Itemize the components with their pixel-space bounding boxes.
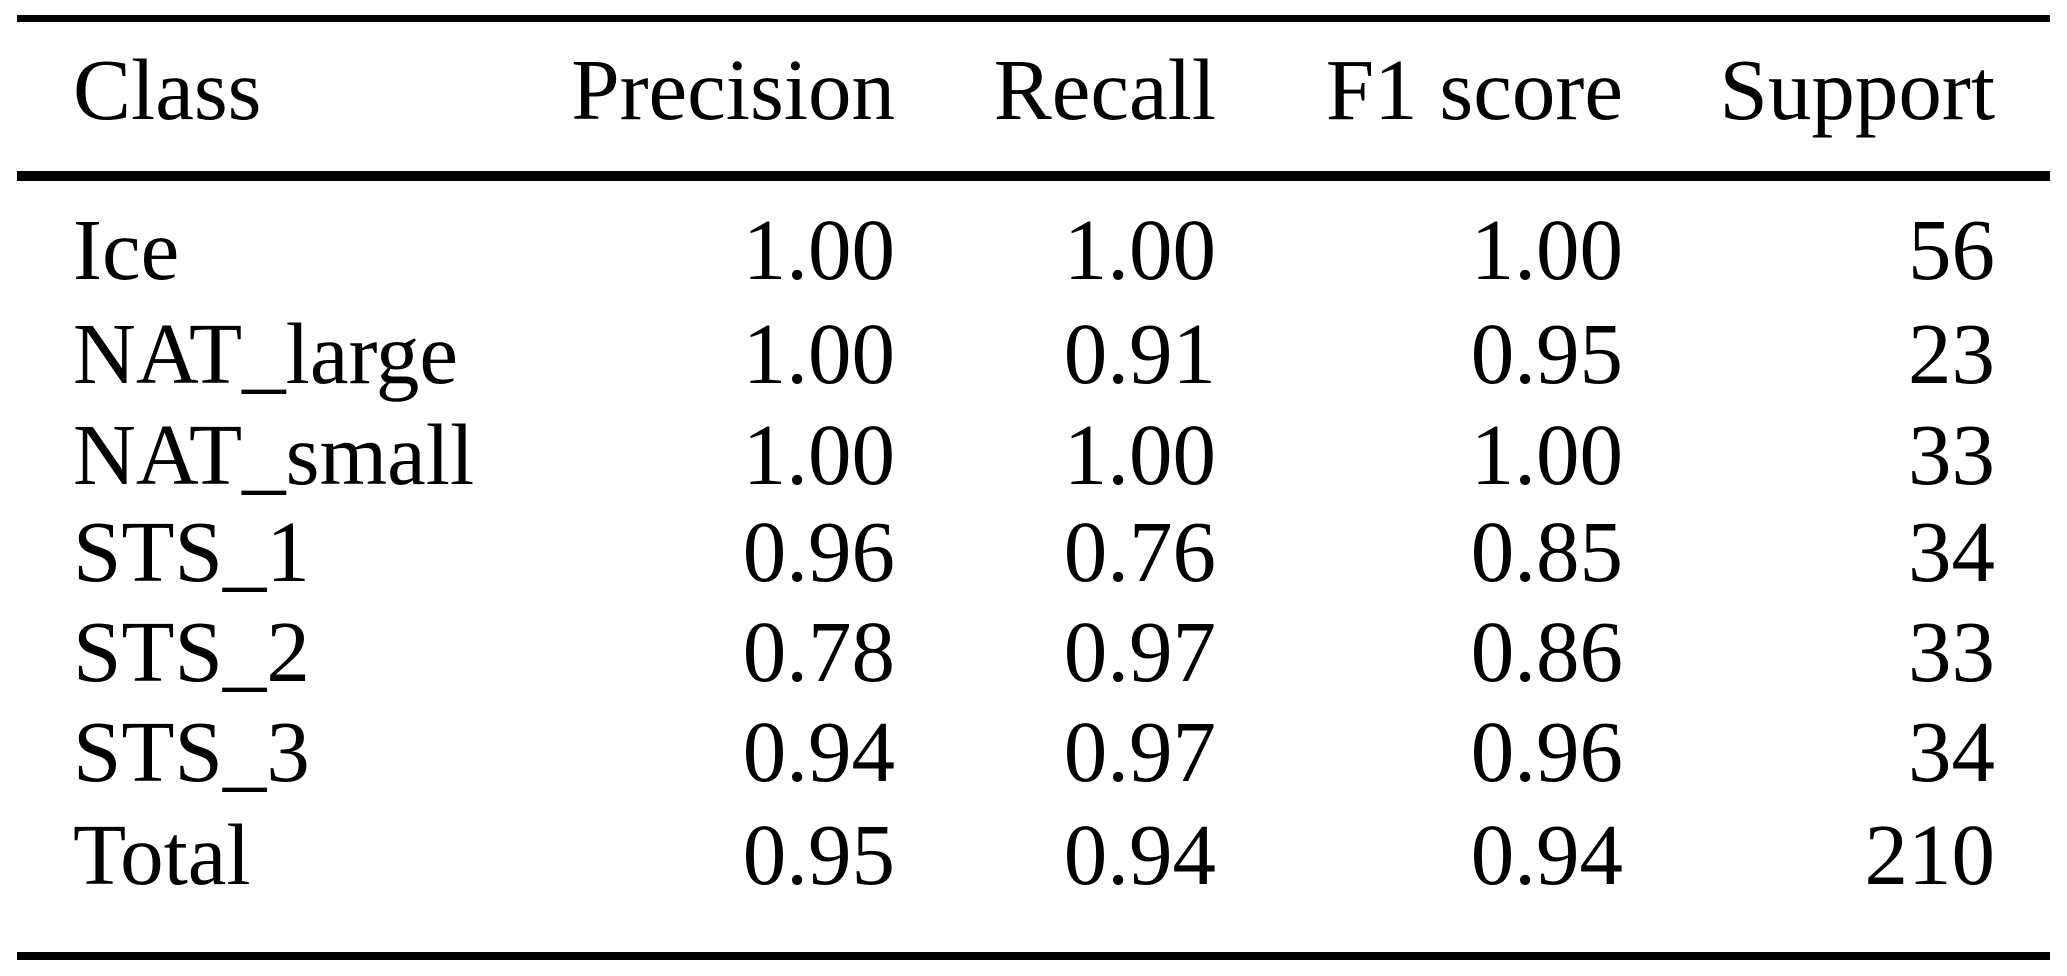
cell-class: Total <box>73 806 251 903</box>
cell-recall: 1.00 <box>1063 201 1216 298</box>
cell-precision: 1.00 <box>742 305 895 402</box>
table-top-rule <box>17 15 2050 22</box>
cell-f1-score: 0.95 <box>1470 305 1623 402</box>
column-header-recall: Recall <box>993 41 1216 138</box>
cell-support: 56 <box>1908 201 1995 298</box>
cell-f1-score: 0.85 <box>1470 503 1623 600</box>
cell-support: 210 <box>1864 806 1996 903</box>
cell-support: 33 <box>1908 406 1995 503</box>
cell-f1-score: 0.94 <box>1470 806 1623 903</box>
cell-f1-score: 1.00 <box>1470 406 1623 503</box>
cell-support: 33 <box>1908 603 1995 700</box>
cell-recall: 0.76 <box>1063 503 1216 600</box>
cell-f1-score: 0.86 <box>1470 603 1623 700</box>
table-row-nat-large: NAT_large 1.00 0.91 0.95 23 <box>17 310 2050 397</box>
cell-class: Ice <box>73 201 180 298</box>
table-row-sts-3: STS_3 0.94 0.97 0.96 34 <box>17 708 2050 795</box>
cell-f1-score: 1.00 <box>1470 201 1623 298</box>
cell-precision: 1.00 <box>742 201 895 298</box>
cell-recall: 0.97 <box>1063 603 1216 700</box>
cell-precision: 0.95 <box>742 806 895 903</box>
cell-class: STS_1 <box>73 503 310 600</box>
cell-recall: 1.00 <box>1063 406 1216 503</box>
cell-precision: 0.78 <box>742 603 895 700</box>
cell-precision: 0.96 <box>742 503 895 600</box>
cell-recall: 0.91 <box>1063 305 1216 402</box>
cell-class: STS_2 <box>73 603 310 700</box>
cell-precision: 1.00 <box>742 406 895 503</box>
cell-support: 34 <box>1908 503 1995 600</box>
table-row-total: Total 0.95 0.94 0.94 210 <box>17 811 2050 898</box>
column-header-f1-score: F1 score <box>1325 41 1623 138</box>
cell-recall: 0.97 <box>1063 703 1216 800</box>
table-bottom-rule <box>17 952 2050 960</box>
table-header-row: Class Precision Recall F1 score Support <box>17 46 2050 133</box>
column-header-class: Class <box>73 41 262 138</box>
cell-class: NAT_small <box>73 406 475 503</box>
column-header-precision: Precision <box>571 41 895 138</box>
cell-precision: 0.94 <box>742 703 895 800</box>
cell-support: 34 <box>1908 703 1995 800</box>
column-header-support: Support <box>1719 41 1995 138</box>
table-row-ice: Ice 1.00 1.00 1.00 56 <box>17 206 2050 293</box>
cell-class: STS_3 <box>73 703 310 800</box>
cell-f1-score: 0.96 <box>1470 703 1623 800</box>
table-row-sts-1: STS_1 0.96 0.76 0.85 34 <box>17 508 2050 595</box>
table-header-rule <box>17 171 2050 181</box>
cell-support: 23 <box>1908 305 1995 402</box>
table-row-sts-2: STS_2 0.78 0.97 0.86 33 <box>17 608 2050 695</box>
table-row-nat-small: NAT_small 1.00 1.00 1.00 33 <box>17 411 2050 498</box>
cell-recall: 0.94 <box>1063 806 1216 903</box>
cell-class: NAT_large <box>73 305 458 402</box>
